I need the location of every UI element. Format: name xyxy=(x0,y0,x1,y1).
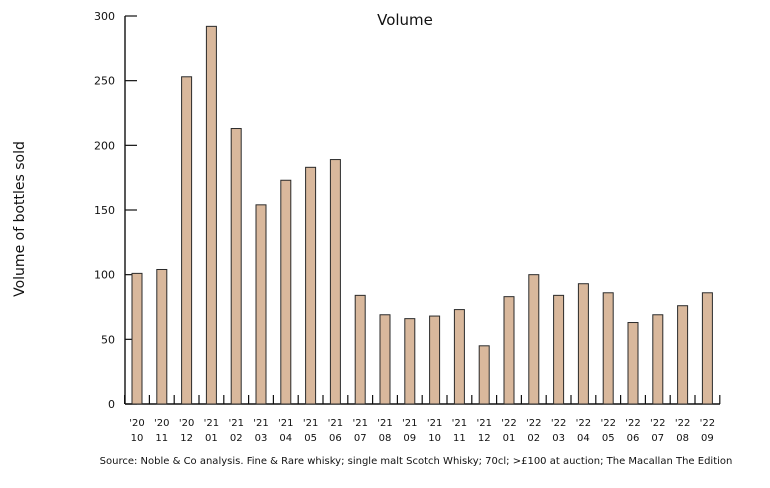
y-tick-label: 200 xyxy=(94,139,115,152)
x-tick-label-month: 09 xyxy=(403,433,416,444)
bar xyxy=(652,314,664,405)
x-tick-label-month: 12 xyxy=(478,433,491,444)
x-tick-label-month: 05 xyxy=(304,433,317,444)
x-tick-label-year: '20 xyxy=(179,418,194,429)
x-tick-label-month: 11 xyxy=(453,433,466,444)
x-tick-label-month: 07 xyxy=(354,433,367,444)
bar xyxy=(329,159,341,405)
x-tick-label-month: 09 xyxy=(701,433,714,444)
y-axis: 0 50 100 150 200 250 300 xyxy=(94,10,137,411)
bar xyxy=(305,166,317,405)
x-tick-label-year: '21 xyxy=(402,418,417,429)
y-axis-label: Volume of bottles sold xyxy=(12,141,28,297)
x-tick-label-month: 01 xyxy=(503,433,516,444)
bar xyxy=(131,272,143,405)
y-tick-label: 50 xyxy=(101,333,115,346)
chart-title: Volume xyxy=(377,11,433,29)
x-tick-label-year: '21 xyxy=(427,418,442,429)
x-tick-label-year: '21 xyxy=(328,418,343,429)
x-tick-label-month: 02 xyxy=(230,433,243,444)
x-tick-label-month: 10 xyxy=(428,433,441,444)
x-tick-label-month: 06 xyxy=(329,433,342,444)
x-tick-label-month: 04 xyxy=(279,433,292,444)
x-tick-label-year: '21 xyxy=(303,418,318,429)
bar xyxy=(577,283,589,405)
y-tick-label: 100 xyxy=(94,269,115,282)
x-tick-label-month: 07 xyxy=(651,433,664,444)
y-tick-label: 0 xyxy=(108,398,115,411)
x-tick-label-year: '22 xyxy=(501,418,516,429)
bar xyxy=(280,179,292,405)
x-tick-label-year: '22 xyxy=(700,418,715,429)
bar xyxy=(255,204,267,405)
x-tick-label-year: '21 xyxy=(278,418,293,429)
x-tick-label-month: 02 xyxy=(527,433,540,444)
x-tick-label-year: '20 xyxy=(129,418,144,429)
x-tick-label-month: 03 xyxy=(552,433,565,444)
x-tick-label-year: '22 xyxy=(675,418,690,429)
bar xyxy=(429,315,441,405)
x-tick-label-year: '22 xyxy=(526,418,541,429)
bar xyxy=(503,296,515,405)
x-tick-label-year: '20 xyxy=(154,418,169,429)
bar xyxy=(379,314,391,405)
bar xyxy=(181,76,193,405)
source-note: Source: Noble & Co analysis. Fine & Rare… xyxy=(100,456,733,467)
x-tick-label-year: '22 xyxy=(576,418,591,429)
x-tick-label-year: '22 xyxy=(551,418,566,429)
x-tick-label-month: 08 xyxy=(676,433,689,444)
x-tick-label-month: 12 xyxy=(180,433,193,444)
bar xyxy=(627,322,639,405)
x-tick-label-year: '21 xyxy=(253,418,268,429)
x-tick-label-year: '21 xyxy=(476,418,491,429)
bar xyxy=(156,268,168,405)
x-tick-label-year: '22 xyxy=(600,418,615,429)
x-tick-label-year: '21 xyxy=(377,418,392,429)
x-tick-label-month: 11 xyxy=(155,433,168,444)
x-tick-label-year: '21 xyxy=(204,418,219,429)
bar xyxy=(602,292,614,405)
bar xyxy=(205,25,217,405)
y-tick-label: 150 xyxy=(94,204,115,217)
x-tick-label-month: 10 xyxy=(131,433,144,444)
y-tick-label: 250 xyxy=(94,75,115,88)
bar xyxy=(404,318,416,405)
x-tick-label-month: 05 xyxy=(602,433,615,444)
bar xyxy=(701,292,713,405)
x-tick-label-month: 08 xyxy=(379,433,392,444)
x-axis xyxy=(123,395,721,405)
x-tick-label-year: '21 xyxy=(352,418,367,429)
x-tick-label-month: 01 xyxy=(205,433,218,444)
bar xyxy=(230,128,242,405)
bar xyxy=(528,274,540,405)
x-tick-labels: '20 10 '20 11 '20 12 '21 01 '21 02 '21 03 '21 04 '21 05… xyxy=(129,418,715,444)
bar xyxy=(453,309,465,405)
x-tick-label-month: 03 xyxy=(255,433,268,444)
y-tick-label: 300 xyxy=(94,10,115,23)
x-tick-label-year: '21 xyxy=(452,418,467,429)
x-tick-label-month: 04 xyxy=(577,433,590,444)
bar xyxy=(677,305,689,405)
x-tick-label-year: '22 xyxy=(650,418,665,429)
x-tick-label-year: '22 xyxy=(625,418,640,429)
bars xyxy=(131,25,713,405)
x-tick-label-year: '21 xyxy=(228,418,243,429)
bar xyxy=(553,294,565,405)
x-tick-label-month: 06 xyxy=(627,433,640,444)
bar xyxy=(354,294,366,405)
bar xyxy=(478,345,490,405)
